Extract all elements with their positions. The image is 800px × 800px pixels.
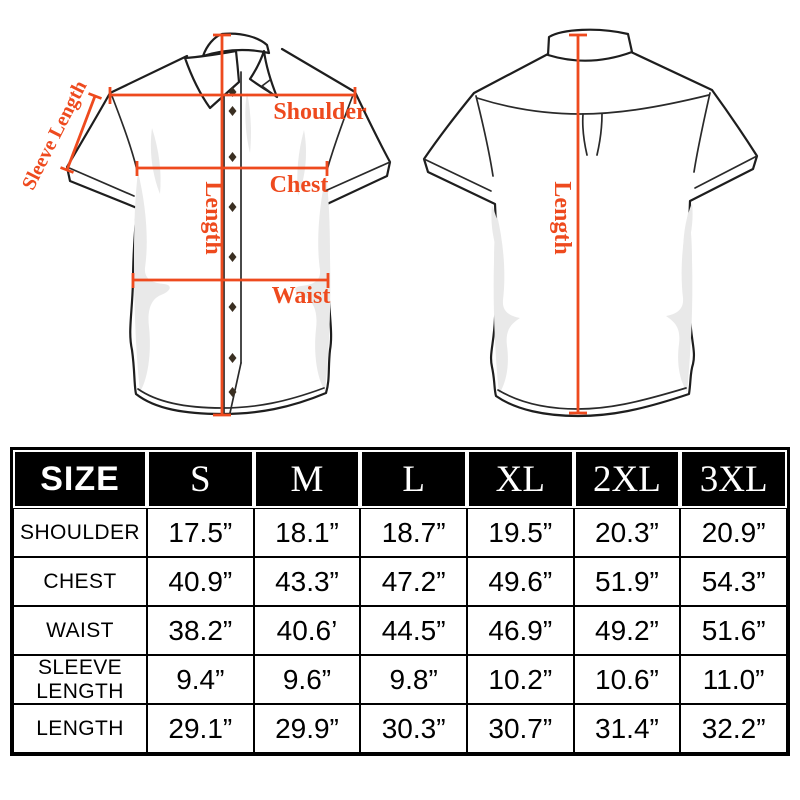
cell: 10.6” (573, 655, 681, 705)
shoulder-label: Shoulder (273, 99, 367, 125)
table-row-waist: WAIST 38.2” 40.6’ 44.5” 46.9” 49.2” 51.6… (13, 606, 787, 655)
front-right-armhole-seam (326, 94, 354, 171)
back-collar-band (546, 28, 634, 62)
table-row-chest: CHEST 40.9” 43.3” 47.2” 49.6” 51.9” 54.3… (13, 557, 787, 606)
front-buttons (228, 87, 237, 397)
header-row: SIZE S M L XL 2XL 3XL (13, 450, 787, 508)
cell: 31.4” (573, 704, 681, 754)
table-row-shoulder: SHOULDER 17.5” 18.1” 18.7” 19.5” 20.3” 2… (13, 508, 787, 557)
cell: 9.8” (360, 655, 467, 705)
shirt-diagram-svg: Shoulder Chest Waist Length Sleeve Lengt… (18, 28, 759, 418)
chest-measure-line (135, 161, 329, 176)
sleeve-measure-line (59, 92, 103, 174)
front-measurement-lines (59, 33, 357, 417)
header-3xl: 3XL (680, 450, 787, 508)
cell: 20.9” (680, 508, 787, 557)
cell: 29.1” (147, 704, 254, 754)
cell: 9.6” (253, 655, 361, 705)
cell: 20.3” (573, 508, 681, 557)
back-length-measure-line (569, 33, 587, 415)
cell: 49.6” (466, 557, 574, 606)
cell: 47.2” (360, 557, 467, 606)
cell: 29.9” (253, 704, 361, 754)
header-m: M (253, 450, 361, 508)
cell: 40.9” (147, 557, 254, 606)
cell: 17.5” (147, 508, 254, 557)
size-table-section: SIZE S M L XL 2XL 3XL SHOULDER 17.5” 18.… (10, 447, 790, 757)
front-left-armhole-seam (111, 95, 138, 171)
back-pleat (581, 113, 603, 156)
table-row-length: LENGTH 29.1” 29.9” 30.3” 30.7” 31.4” 32.… (13, 704, 787, 754)
cell: 51.9” (573, 557, 681, 606)
waist-measure-line (131, 273, 330, 288)
front-length-label: Length (200, 181, 226, 254)
header-size: SIZE (13, 450, 147, 508)
cell: 49.2” (573, 606, 681, 655)
cell: 32.2” (680, 704, 787, 754)
row-label: CHEST (13, 557, 147, 606)
back-yoke-seam (476, 94, 710, 115)
back-left-armhole-seam (475, 95, 494, 177)
waist-label: Waist (272, 283, 331, 309)
back-right-cuff-line (694, 155, 758, 189)
cell: 38.2” (147, 606, 254, 655)
header-xl: XL (466, 450, 574, 508)
front-right-cuff-line (324, 161, 391, 192)
shoulder-measure-line (108, 87, 357, 104)
header-2xl: 2XL (573, 450, 681, 508)
back-length-label: Length (549, 181, 575, 254)
cell: 9.4” (147, 655, 254, 705)
front-length-measure-line (213, 33, 231, 417)
cell: 51.6” (680, 606, 787, 655)
header-l: L (360, 450, 467, 508)
shirt-back-illustration (422, 28, 759, 418)
table-row-sleeve-length: SLEEVE LENGTH 9.4” 9.6” 9.8” 10.2” 10.6”… (13, 655, 787, 705)
back-right-armhole-seam (693, 92, 711, 173)
front-left-cuff-line (66, 166, 135, 197)
row-label: WAIST (13, 606, 147, 655)
shirt-measurement-diagram: Shoulder Chest Waist Length Sleeve Lengt… (18, 28, 759, 418)
cell: 30.7” (466, 704, 574, 754)
cell: 44.5” (360, 606, 467, 655)
cell: 10.2” (466, 655, 574, 705)
back-left-cuff-line (423, 158, 492, 192)
cell: 54.3” (680, 557, 787, 606)
row-label: SLEEVE LENGTH (13, 655, 147, 705)
back-measurement-lines (569, 33, 587, 415)
cell: 30.3” (360, 704, 467, 754)
cell: 11.0” (680, 655, 787, 705)
cell: 46.9” (466, 606, 574, 655)
row-label: SHOULDER (13, 508, 147, 557)
size-chart-table: SIZE S M L XL 2XL 3XL SHOULDER 17.5” 18.… (10, 447, 790, 757)
cell: 40.6’ (253, 606, 361, 655)
header-s: S (147, 450, 254, 508)
cell: 18.7” (360, 508, 467, 557)
row-label: LENGTH (13, 704, 147, 754)
cell: 43.3” (253, 557, 361, 606)
shirt-front-illustration (65, 32, 392, 416)
chest-label: Chest (270, 172, 329, 198)
cell: 19.5” (466, 508, 574, 557)
back-shading (491, 203, 693, 394)
cell: 18.1” (253, 508, 361, 557)
front-placket (223, 71, 242, 414)
front-shading (134, 92, 331, 392)
